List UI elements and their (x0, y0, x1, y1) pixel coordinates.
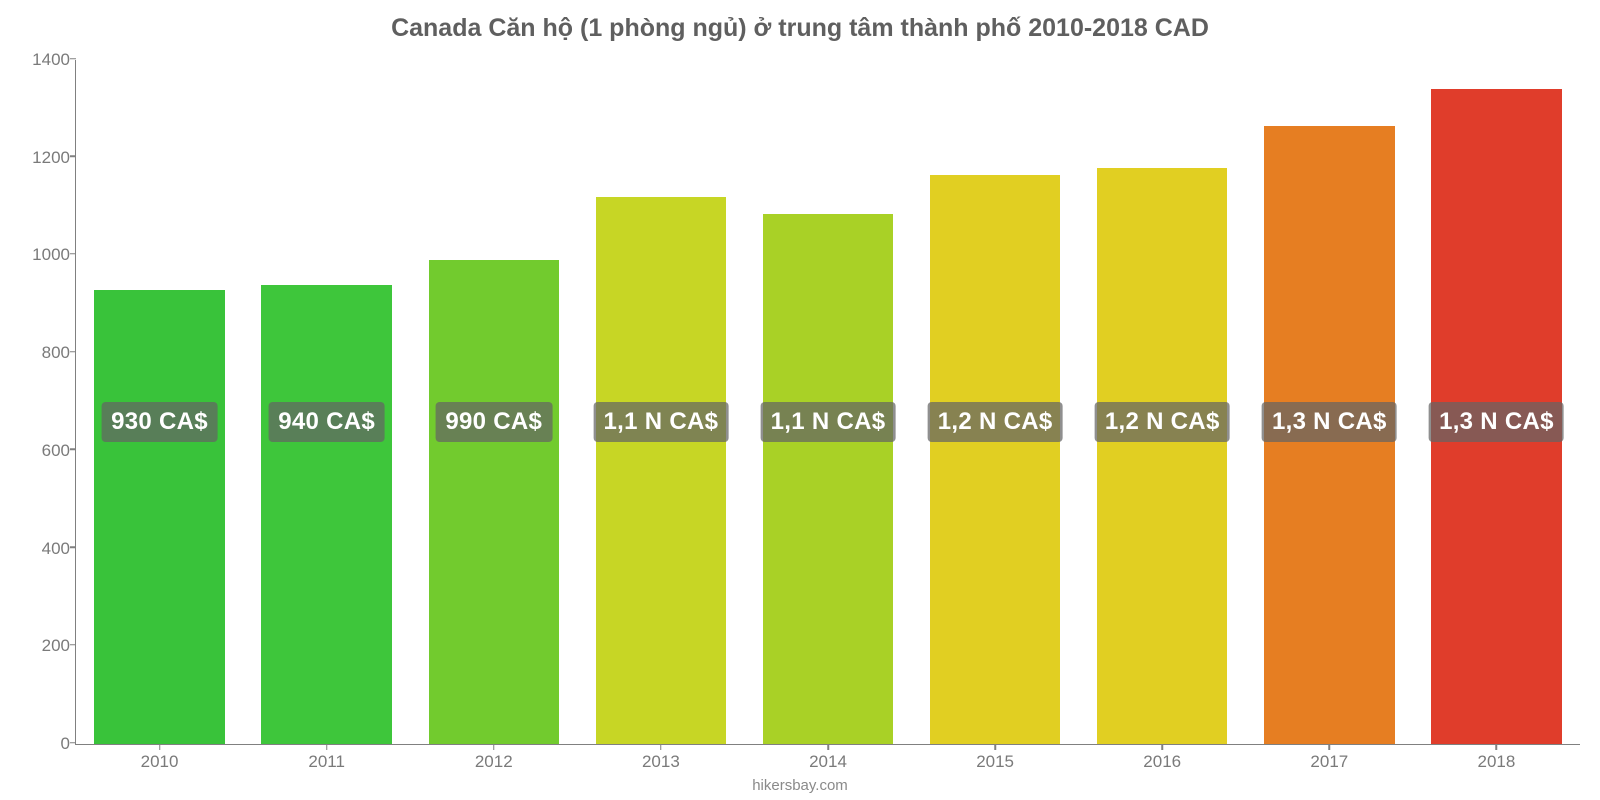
x-axis-tick-label: 2015 (976, 752, 1014, 772)
y-axis-tick-label: 600 (26, 441, 70, 461)
x-axis-tick-mark (660, 744, 662, 750)
chart-container: Canada Căn hộ (1 phòng ngủ) ở trung tâm … (0, 0, 1600, 800)
y-axis-tick-mark (70, 546, 76, 548)
y-axis-tick-label: 1400 (26, 50, 70, 70)
x-axis-tick-mark (994, 744, 996, 750)
bar (930, 175, 1060, 744)
y-axis-tick-mark (70, 253, 76, 255)
x-axis-tick-label: 2018 (1478, 752, 1516, 772)
x-axis-tick-mark (1329, 744, 1331, 750)
y-axis-tick-mark (70, 155, 76, 157)
bar-value-label: 940 CA$ (268, 402, 385, 442)
y-axis-tick-mark (70, 351, 76, 353)
bar (1097, 168, 1227, 745)
y-axis-tick-label: 1200 (26, 148, 70, 168)
y-axis-tick-mark (70, 58, 76, 60)
x-axis-tick-mark (159, 744, 161, 750)
bar-value-label: 990 CA$ (435, 402, 552, 442)
x-axis-tick-mark (1161, 744, 1163, 750)
bar (763, 214, 893, 744)
bar-value-label: 930 CA$ (101, 402, 218, 442)
bar-value-label: 1,3 N CA$ (1429, 402, 1564, 442)
footer-attribution: hikersbay.com (0, 777, 1600, 794)
x-axis-tick-label: 2011 (308, 752, 345, 772)
x-axis-tick-label: 2014 (809, 752, 847, 772)
bar-value-label: 1,1 N CA$ (594, 402, 729, 442)
y-axis-tick-label: 0 (26, 734, 70, 754)
x-axis-tick-label: 2012 (475, 752, 513, 772)
y-axis-tick-label: 1000 (26, 245, 70, 265)
x-axis-tick-mark (493, 744, 495, 750)
x-axis-tick-mark (326, 744, 328, 750)
bar (429, 260, 559, 744)
bar-value-label: 1,2 N CA$ (928, 402, 1063, 442)
bar-value-label: 1,2 N CA$ (1095, 402, 1230, 442)
chart-title: Canada Căn hộ (1 phòng ngủ) ở trung tâm … (0, 14, 1600, 43)
y-axis-tick-label: 200 (26, 636, 70, 656)
bar-value-label: 1,3 N CA$ (1262, 402, 1397, 442)
y-axis-tick-mark (70, 742, 76, 744)
bar (596, 197, 726, 744)
y-axis-tick-mark (70, 449, 76, 451)
y-axis-tick-mark (70, 644, 76, 646)
x-axis-tick-mark (827, 744, 829, 750)
bar-value-label: 1,1 N CA$ (761, 402, 896, 442)
x-axis-tick-label: 2017 (1310, 752, 1348, 772)
y-axis-tick-label: 800 (26, 343, 70, 363)
x-axis-tick-label: 2013 (642, 752, 680, 772)
x-axis-tick-label: 2010 (141, 752, 179, 772)
plot-area: 02004006008001000120014002010930 CA$2011… (75, 60, 1580, 745)
bar (261, 285, 391, 744)
x-axis-tick-mark (1496, 744, 1498, 750)
y-axis-tick-label: 400 (26, 539, 70, 559)
x-axis-tick-label: 2016 (1143, 752, 1181, 772)
bar (94, 290, 224, 744)
